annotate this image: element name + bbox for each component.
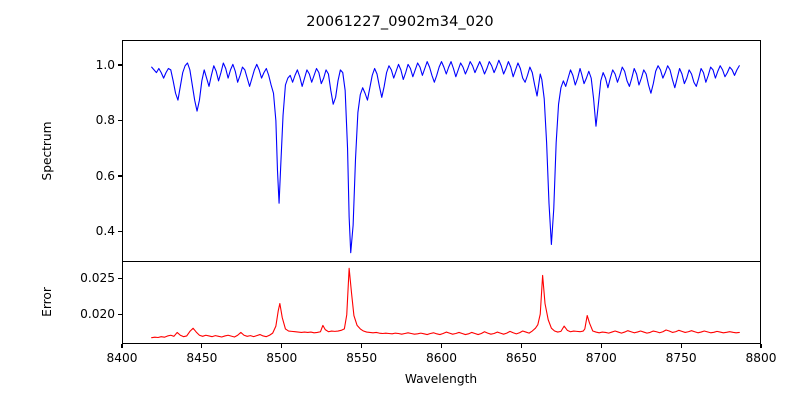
spectrum-line-series [123, 41, 760, 261]
x-tick-label: 8450 [186, 351, 218, 365]
error-line-series [123, 262, 760, 343]
x-tick-label: 8550 [346, 351, 378, 365]
x-tick-label: 8600 [425, 351, 458, 365]
figure-title: 20061227_0902m34_020 [306, 14, 494, 30]
y-tick-label-spectrum: 0.6 [95, 168, 115, 183]
x-axis-label: Wavelength [404, 372, 478, 386]
y-tick-label-error: 0.025 [80, 271, 115, 286]
x-tick-mark [760, 344, 762, 348]
x-tick-mark [520, 344, 522, 348]
x-tick-label: 8800 [745, 351, 777, 365]
y-axis-label-error: Error [40, 287, 54, 317]
x-tick-label: 8650 [505, 351, 537, 365]
y-tick-mark-error [118, 313, 122, 315]
spectrum-plot-area [122, 40, 761, 262]
x-tick-mark [121, 344, 123, 348]
y-tick-mark-spectrum [118, 64, 122, 66]
y-tick-label-spectrum: 0.4 [95, 224, 115, 239]
y-tick-mark-spectrum [118, 230, 122, 233]
x-tick-label: 8400 [106, 351, 138, 365]
y-tick-mark-error [118, 277, 122, 279]
x-tick-label: 8750 [665, 351, 697, 365]
x-tick-mark [600, 344, 602, 348]
x-tick-mark [281, 344, 283, 348]
y-tick-mark-spectrum [118, 119, 122, 122]
x-tick-mark [201, 344, 203, 348]
x-tick-label: 8500 [266, 351, 298, 365]
y-axis-label-spectrum: Spectrum [40, 121, 54, 181]
y-tick-label-spectrum: 0.8 [95, 113, 115, 128]
y-tick-label-error: 0.020 [80, 307, 115, 322]
error-plot-area [122, 261, 761, 344]
x-tick-label: 8700 [585, 351, 617, 365]
y-tick-label-spectrum: 1.0 [95, 57, 115, 72]
y-tick-mark-spectrum [118, 175, 122, 177]
x-tick-mark [440, 344, 443, 348]
x-tick-mark [361, 344, 363, 348]
x-tick-mark [680, 344, 682, 348]
